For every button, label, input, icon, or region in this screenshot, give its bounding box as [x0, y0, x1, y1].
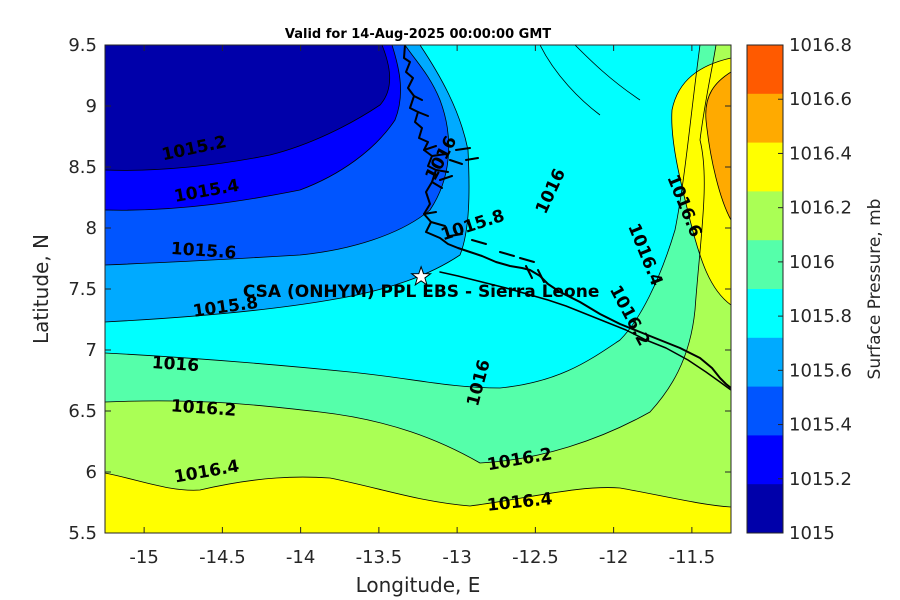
isobar-1016-6	[705, 71, 731, 221]
band-1015	[105, 45, 390, 171]
band-1016-6	[705, 72, 731, 220]
isobar-1016-4-east	[671, 57, 731, 306]
x-tick-label: -12	[599, 547, 628, 568]
y-axis-ticks: 9.5 9 8.5 8 7.5 7 6.5 6 5.5	[68, 35, 731, 544]
y-tick-label: 9	[86, 96, 97, 117]
coastline-inner	[439, 271, 731, 391]
colorbar-segment	[747, 93, 783, 144]
colorbar-tick-label: 1016	[789, 252, 835, 273]
colorbar-tick-label: 1015.2	[789, 469, 852, 490]
isobar-lines	[105, 45, 731, 508]
colorbar-segment	[747, 435, 783, 485]
band-1016-4-south	[105, 473, 731, 533]
coastline	[403, 45, 731, 391]
colorbar-tick-label: 1016.6	[789, 89, 852, 110]
estuary-islands	[413, 95, 545, 283]
band-1016-2	[105, 45, 731, 533]
isobar-label: 1016.2	[170, 396, 237, 421]
colorbar: 1016.8 1016.6 1016.4 1016.2 1016 1015.8 1015.6…	[746, 35, 852, 544]
isobar-1016-north-lobe	[574, 45, 641, 101]
isobar-label: 1015.6	[170, 239, 237, 264]
isobar-1015-8-north-lobe	[539, 45, 601, 116]
colorbar-tick-label: 1016.2	[789, 198, 852, 219]
x-tick-label: -13	[442, 547, 471, 568]
colorbar-segment	[747, 484, 783, 534]
y-tick-label: 7.5	[68, 279, 97, 300]
y-tick-label: 6	[86, 462, 97, 483]
isobar-1016	[105, 45, 701, 389]
colorbar-tick-label: 1015.8	[789, 306, 852, 327]
isobar-1016-4-south	[105, 472, 731, 508]
colorbar-segment	[747, 142, 783, 192]
colorbar-tick-label: 1016.8	[789, 35, 852, 56]
y-axis-label: Latitude, N	[29, 234, 53, 344]
y-tick-label: 8	[86, 218, 97, 239]
colorbar-segment	[747, 191, 783, 241]
colorbar-tick-label: 1015	[789, 523, 835, 544]
isobar-1015-6	[105, 45, 450, 266]
colorbar-segment	[747, 240, 783, 290]
colorbar-segment	[747, 337, 783, 388]
y-tick-label: 7	[86, 340, 97, 361]
x-tick-label: -13.5	[356, 547, 403, 568]
x-axis-ticks: -15 -14.5 -14 -13.5 -13 -12.5 -12 -11.5	[129, 45, 715, 568]
site-marker[interactable]: CSA (ONHYM) PPL EBS - Sierra Leone	[243, 265, 600, 302]
x-tick-label: -15	[129, 547, 158, 568]
star-icon[interactable]	[410, 265, 433, 287]
site-label: CSA (ONHYM) PPL EBS - Sierra Leone	[243, 282, 600, 302]
coastline-main	[403, 45, 731, 389]
y-tick-label: 8.5	[68, 157, 97, 178]
colorbar-segment	[747, 289, 783, 339]
isobar-1016-2	[105, 45, 717, 464]
y-tick-label: 5.5	[68, 523, 97, 544]
x-tick-label: -12.5	[512, 547, 559, 568]
isobar-label: 1016	[151, 353, 200, 376]
colorbar-segment	[747, 45, 783, 95]
map-title: Valid for 14-Aug-2025 00:00:00 GMT	[285, 27, 551, 42]
map-plot-area[interactable]: 1015.21015.41015.61015.810161016.21016.4…	[105, 45, 731, 533]
colorbar-segment	[747, 386, 783, 436]
x-tick-label: -14.5	[199, 547, 246, 568]
colorbar-label: Surface Pressure, mb	[865, 199, 885, 380]
isobar-1015-4	[105, 45, 401, 211]
x-tick-label: -11.5	[669, 547, 716, 568]
colorbar-tick-label: 1015.4	[789, 415, 852, 436]
colorbar-tick-label: 1015.6	[789, 360, 852, 381]
x-axis-label: Longitude, E	[356, 573, 481, 597]
y-tick-label: 6.5	[68, 401, 97, 422]
colorbar-tick-label: 1016.4	[789, 143, 852, 164]
colorbar-frame	[746, 44, 784, 534]
y-tick-label: 9.5	[68, 35, 97, 56]
x-tick-label: -14	[286, 547, 315, 568]
pressure-fill-bands	[105, 45, 731, 533]
isobar-1015-8	[105, 45, 470, 323]
isobar-1015-2	[105, 45, 391, 171]
